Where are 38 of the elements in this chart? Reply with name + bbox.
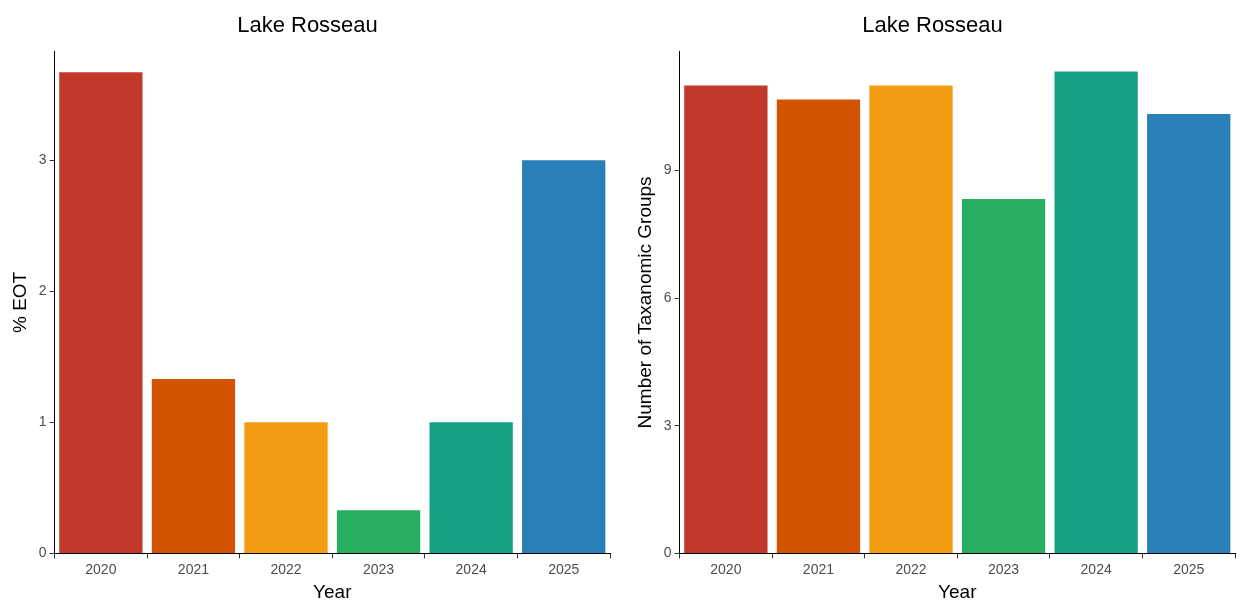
- y-tick-label: 0: [663, 544, 672, 561]
- chart-title: Lake Rosseau: [237, 12, 378, 38]
- x-tick-label: 2022: [895, 560, 927, 577]
- bar: [244, 422, 328, 553]
- bar: [522, 160, 606, 553]
- x-tick-label: 2020: [710, 560, 742, 577]
- bar: [336, 510, 421, 553]
- bar: [429, 422, 513, 553]
- y-tick-label: 0: [38, 544, 47, 561]
- y-tick-label: 6: [663, 289, 672, 306]
- y-axis-title: Number of Taxanomic Groups: [633, 176, 655, 429]
- bar: [961, 199, 1046, 553]
- x-tick-label: 2022: [270, 560, 302, 577]
- x-tick-label: 2024: [455, 560, 487, 577]
- x-tick-label: 2023: [988, 560, 1020, 577]
- bar: [1147, 113, 1231, 553]
- x-tick-label: 2024: [1080, 560, 1112, 577]
- x-tick-label: 2025: [1173, 560, 1205, 577]
- x-tick-label: 2020: [85, 560, 117, 577]
- y-tick-label: 3: [38, 151, 47, 168]
- x-tick-label: 2021: [177, 560, 210, 577]
- x-axis-title: Year: [313, 580, 353, 602]
- chart-title: Lake Rosseau: [862, 12, 1003, 38]
- y-tick-label: 2: [38, 282, 47, 299]
- y-axis-title: % EOT: [8, 271, 30, 334]
- y-tick-label: 3: [663, 416, 672, 433]
- x-tick-label: 2023: [363, 560, 395, 577]
- bar: [684, 85, 768, 553]
- bar: [776, 99, 861, 553]
- bar: [151, 379, 236, 553]
- x-tick-label: 2025: [548, 560, 580, 577]
- bar: [869, 85, 953, 553]
- bar: [59, 72, 143, 553]
- x-tick-label: 2021: [802, 560, 835, 577]
- y-tick-label: 1: [38, 413, 47, 430]
- x-axis-title: Year: [938, 580, 978, 602]
- bar: [1054, 71, 1138, 553]
- y-tick-label: 9: [663, 161, 672, 178]
